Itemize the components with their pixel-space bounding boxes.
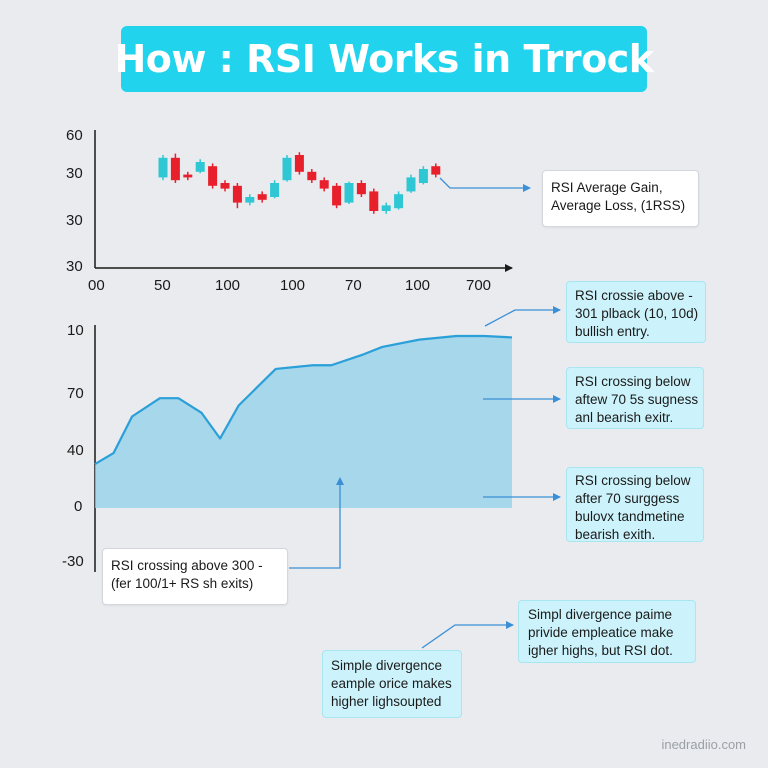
callout-line: Simpl divergence paime [528, 607, 673, 622]
callout-crossie-above: RSI crossie above - 301 plback (10, 10d)… [566, 281, 706, 343]
rsi-area-fill [95, 335, 512, 508]
callout-divergence-left: Simple divergence eample orice makes hig… [322, 650, 462, 718]
candle-bear [307, 171, 317, 181]
candles-group [158, 152, 441, 214]
callout-line: privide empleatice make [528, 625, 674, 640]
price-ytick: 30 [66, 258, 83, 275]
callout-line: bearish exith. [575, 527, 656, 542]
callout-crossing-above: RSI crossing above 300 - (fer 100/1+ RS … [102, 548, 288, 605]
callout-line: RSI crossing below [575, 374, 691, 389]
price-xtick: 100 [280, 277, 305, 294]
candle-bear [220, 183, 230, 189]
candle-bull [158, 157, 168, 178]
candle-bear [356, 183, 366, 195]
candle-bull [245, 197, 255, 203]
rsi-ytick: 70 [67, 385, 84, 402]
rsi-ytick: 40 [67, 442, 84, 459]
candle-bear [170, 157, 180, 181]
watermark: inedradiio.com [661, 737, 746, 752]
callout-line: aftew 70 5s sugness [575, 392, 699, 407]
callout-line: eample orice makes [331, 676, 452, 691]
candle-bear [183, 174, 193, 178]
rsi-ytick: 0 [74, 498, 82, 515]
candle-bull [344, 183, 354, 203]
candle-bear [208, 166, 218, 186]
callout-line: RSI crossing above 300 - [111, 558, 263, 573]
candle-bull [195, 162, 205, 172]
rsi-ytick: 10 [67, 322, 84, 339]
candle-bear [431, 166, 441, 175]
callout-divergence-right: Simpl divergence paime privide empleatic… [518, 600, 696, 663]
price-xtick: 70 [345, 277, 362, 294]
callout-line: Simple divergence [331, 658, 443, 673]
price-xtick: 100 [215, 277, 240, 294]
arrow-crossie-above [484, 306, 561, 327]
callout-rsi-average: RSI Average Gain, Average Loss, (1RSS) [542, 170, 699, 227]
candle-bear [232, 185, 242, 203]
price-xtick: 00 [88, 277, 105, 294]
price-xtick: 100 [405, 277, 430, 294]
rsi-ytick: -30 [62, 553, 84, 570]
arrow-gain-loss [439, 177, 531, 192]
candle-bull [418, 169, 428, 183]
candle-bear [257, 194, 267, 200]
callout-crossing-below-1: RSI crossing below aftew 70 5s sugness a… [566, 367, 704, 429]
callout-line: after 70 surggess [575, 491, 680, 506]
candle-bear [369, 191, 379, 211]
callout-line: Average Loss, (1RSS) [551, 198, 686, 213]
price-ytick: 30 [66, 212, 83, 229]
callout-line: RSI crossing below [575, 473, 691, 488]
callout-line: bulovx tandmetine [575, 509, 685, 524]
callout-line: (fer 100/1+ RS sh exits) [111, 576, 254, 591]
callout-line: RSI crossie above - [575, 288, 693, 303]
callout-line: bullish entry. [575, 324, 650, 339]
title-banner: How : RSI Works in Trrock [114, 26, 654, 92]
candle-bull [282, 157, 292, 181]
candle-bull [270, 183, 280, 197]
callout-line: igher highs, but RSI dot. [528, 643, 673, 658]
price-ytick: 60 [66, 127, 83, 144]
page-title: How : RSI Works in Trrock [114, 37, 654, 81]
arrow-divergence [421, 621, 514, 649]
callout-crossing-below-2: RSI crossing below after 70 surggess bul… [566, 467, 704, 542]
candle-bear [294, 155, 304, 172]
candle-bear [332, 185, 342, 206]
callout-line: anl bearish exitr. [575, 410, 674, 425]
callout-line: RSI Average Gain, [551, 180, 663, 195]
arrow-crossing-above [289, 477, 344, 569]
candle-bull [394, 194, 404, 209]
candle-bull [406, 177, 416, 192]
price-xtick: 50 [154, 277, 171, 294]
callout-line: higher lighsoupted [331, 694, 442, 709]
candle-bull [381, 205, 391, 211]
price-xtick: 700 [466, 277, 491, 294]
candle-bear [319, 180, 329, 189]
rsi-line [94, 334, 513, 466]
callout-line: 301 plback (10, 10d) [575, 306, 699, 321]
price-ytick: 30 [66, 165, 83, 182]
rsi-area-group [94, 334, 513, 508]
